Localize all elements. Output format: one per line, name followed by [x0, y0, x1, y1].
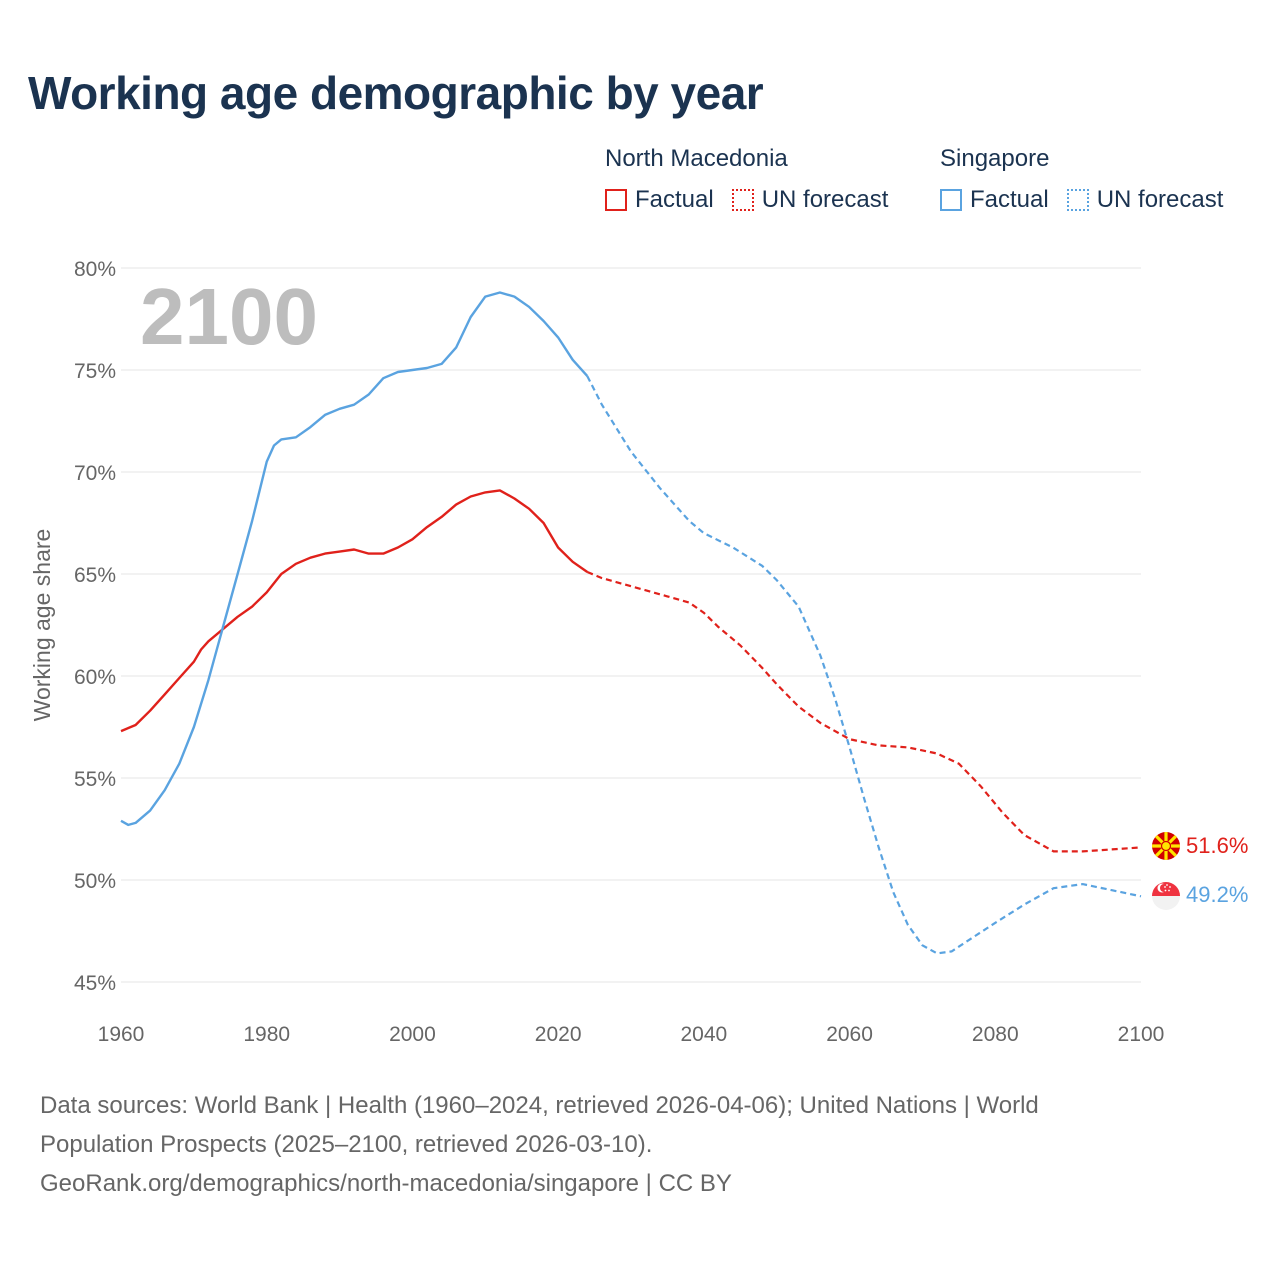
footer-line: Data sources: World Bank | Health (1960–…	[40, 1092, 1039, 1119]
legend-item-label: Factual	[635, 186, 714, 213]
chart-title: Working age demographic by year	[28, 67, 764, 119]
north-macedonia-forecast-line[interactable]	[586, 570, 1142, 853]
legend-item-label: UN forecast	[1096, 186, 1224, 213]
footer-link[interactable]: GeoRank.org/demographics/north-macedonia…	[40, 1170, 732, 1197]
legend-country-name: Singapore	[940, 145, 1050, 172]
x-tick-label: 1960	[98, 1023, 145, 1046]
y-tick-label: 70%	[74, 462, 116, 485]
legend-singapore: Singapore Factual UN forecast	[940, 144, 1241, 214]
legend-north-macedonia-factual[interactable]: Factual	[605, 186, 714, 214]
singapore-end-label: 49.2%	[1186, 882, 1248, 907]
legend-north-macedonia: North Macedonia Factual UN forecast	[605, 144, 906, 214]
singapore-forecast-line[interactable]	[586, 375, 1142, 955]
y-tick-label: 60%	[74, 666, 116, 689]
x-tick-label: 2060	[826, 1023, 873, 1046]
x-tick-label: 2020	[535, 1023, 582, 1046]
y-tick-label: 50%	[74, 870, 116, 893]
legend-north-macedonia-forecast[interactable]: UN forecast	[731, 186, 889, 214]
y-tick-label: 65%	[74, 564, 116, 587]
y-tick-label: 55%	[74, 768, 116, 791]
x-tick-label: 2040	[680, 1023, 727, 1046]
y-tick-label: 45%	[74, 972, 116, 995]
legend-dotted-swatch	[1066, 189, 1089, 211]
grid-lines	[121, 267, 1141, 983]
footer-line: Population Prospects (2025–2100, retriev…	[40, 1131, 653, 1158]
year-watermark: 2100	[140, 272, 318, 361]
x-tick-label: 2080	[972, 1023, 1019, 1046]
legend-solid-swatch	[605, 189, 627, 211]
y-tick-label: 75%	[74, 360, 116, 383]
singapore-flag-icon	[1152, 882, 1180, 910]
x-tick-label: 2100	[1118, 1023, 1165, 1046]
north-macedonia-end-label: 51.6%	[1186, 833, 1248, 858]
legend-item-label: Factual	[970, 186, 1049, 213]
x-axis-ticks: 1960 1980 2000 2020 2040 2060 2080 2100	[98, 1023, 1165, 1046]
y-axis-ticks: 45% 50% 55% 60% 65% 70% 75% 80%	[74, 258, 116, 995]
singapore-factual-line[interactable]	[120, 291, 589, 827]
y-tick-label: 80%	[74, 258, 116, 281]
legend-singapore-factual[interactable]: Factual	[940, 186, 1049, 214]
x-tick-label: 2000	[389, 1023, 436, 1046]
north-macedonia-factual-line[interactable]	[120, 489, 588, 733]
series-layer	[120, 291, 1142, 955]
legend-dotted-swatch	[731, 189, 754, 211]
x-tick-label: 1980	[243, 1023, 290, 1046]
north-macedonia-flag-icon	[1152, 832, 1180, 860]
footer-sources: Data sources: World Bank | Health (1960–…	[40, 1086, 1240, 1203]
y-axis-label: Working age share	[29, 529, 55, 722]
legend-item-label: UN forecast	[761, 186, 889, 213]
legend-singapore-forecast[interactable]: UN forecast	[1066, 186, 1224, 214]
legend-country-name: North Macedonia	[605, 145, 788, 172]
legend-solid-swatch	[940, 189, 962, 211]
